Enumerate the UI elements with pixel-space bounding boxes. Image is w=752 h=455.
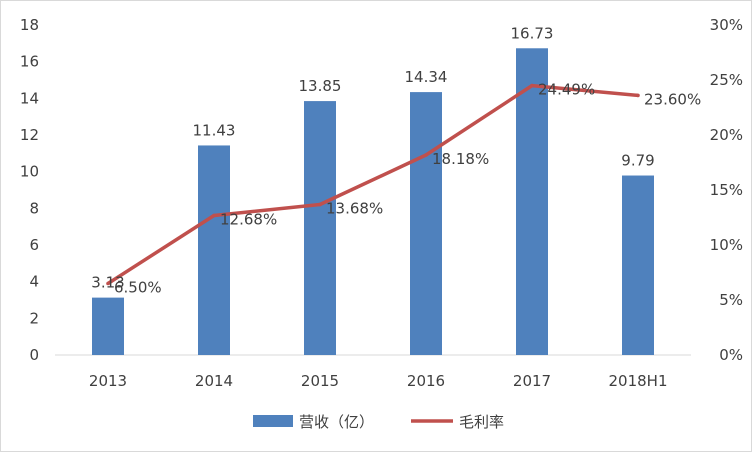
legend-label-gross-margin: 毛利率 (459, 413, 504, 431)
gross-margin-data-label: 18.18% (432, 150, 489, 168)
revenue-data-label: 14.34 (405, 68, 448, 86)
right-axis-tick-label: 30% (710, 16, 743, 34)
left-axis-tick-label: 16 (20, 53, 39, 71)
bar-layer (92, 48, 654, 356)
revenue-bar (92, 297, 124, 355)
left-axis-tick-label: 10 (20, 163, 39, 181)
revenue-data-label: 13.85 (299, 77, 342, 95)
left-axis-tick-label: 2 (29, 309, 39, 327)
x-axis-tick-label: 2013 (89, 372, 127, 390)
left-axis-tick-label: 18 (20, 16, 39, 34)
revenue-bar (516, 48, 548, 356)
axis-layer: 0 2 4 6 8 10 12 14 16 18 0% 5% 10% 15% 20% 25% 30% 2013 20… (20, 16, 743, 390)
gross-margin-point (530, 83, 534, 88)
revenue-data-label: 16.73 (511, 24, 554, 42)
label-layer: 3.13 11.43 13.85 14.34 16.73 9.79 6.50% 12.68% 1… (91, 24, 701, 296)
revenue-data-label: 3.13 (91, 274, 124, 292)
revenue-bar (198, 145, 230, 355)
gross-margin-point (636, 93, 640, 98)
revenue-bar (622, 175, 654, 355)
left-axis-tick-label: 14 (20, 89, 39, 107)
revenue-bar (410, 92, 442, 355)
gross-margin-point (318, 202, 322, 207)
right-axis-tick-label: 5% (719, 291, 743, 309)
gross-margin-point (106, 281, 110, 286)
right-axis-tick-label: 10% (710, 236, 743, 254)
legend: 营收（亿） 毛利率 (253, 413, 504, 431)
x-axis-tick-label: 2017 (513, 372, 551, 390)
legend-label-revenue: 营收（亿） (299, 413, 374, 431)
x-axis-tick-label: 2015 (301, 372, 339, 390)
revenue-data-label: 9.79 (621, 152, 654, 170)
x-axis-tick-label: 2016 (407, 372, 445, 390)
left-axis-tick-label: 4 (29, 273, 39, 291)
left-axis-tick-label: 6 (29, 236, 39, 254)
gross-margin-data-label: 6.50% (114, 279, 162, 297)
x-axis-tick-label: 2014 (195, 372, 233, 390)
left-axis-tick-label: 12 (20, 126, 39, 144)
right-axis-tick-label: 0% (719, 346, 743, 364)
gross-margin-data-label: 12.68% (220, 211, 277, 229)
x-axis-tick-label: 2018H1 (609, 372, 668, 390)
line-layer (106, 83, 640, 286)
gross-margin-line (107, 83, 639, 285)
right-axis-tick-label: 15% (710, 181, 743, 199)
gross-margin-data-label: 23.60% (644, 90, 701, 108)
gross-margin-point (424, 153, 428, 157)
gross-margin-point (212, 213, 216, 218)
legend-swatch-revenue (253, 415, 293, 427)
revenue-bar (304, 101, 336, 355)
left-axis-tick-label: 0 (29, 346, 39, 364)
right-axis-tick-label: 25% (710, 71, 743, 89)
gross-margin-data-label: 24.49% (538, 81, 595, 99)
gross-margin-data-label: 13.68% (326, 200, 383, 218)
revenue-data-label: 11.43 (193, 121, 236, 139)
left-axis-tick-label: 8 (29, 199, 39, 217)
right-axis-tick-label: 20% (710, 126, 743, 144)
